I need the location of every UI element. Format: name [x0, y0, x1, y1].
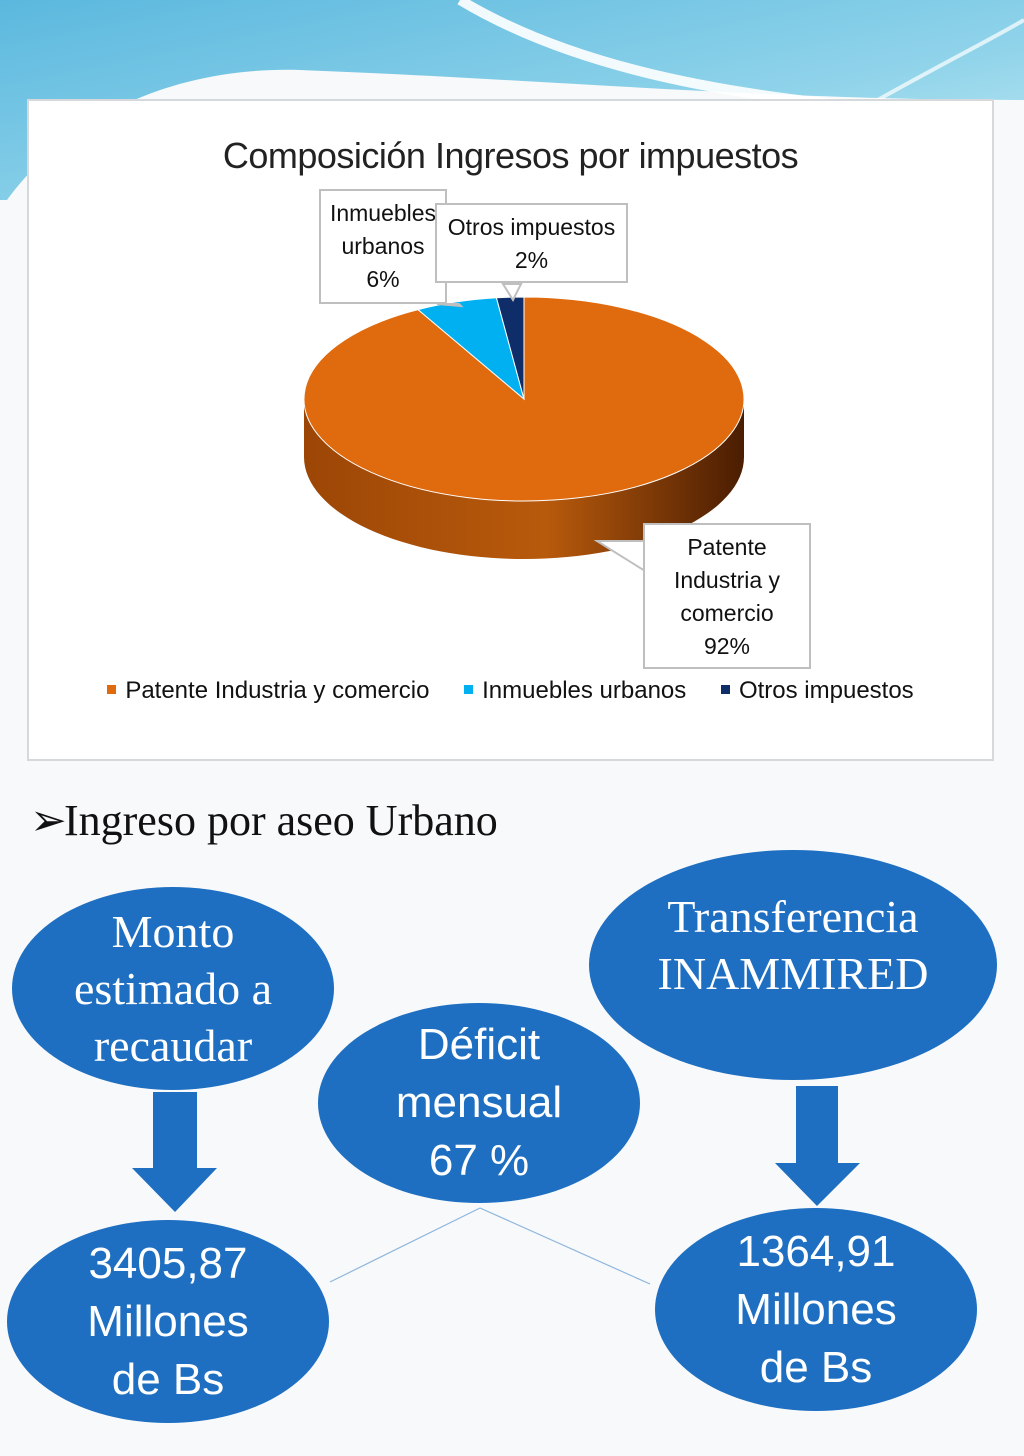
pie-chart: [303, 283, 745, 573]
chart-title: Composición Ingresos por impuestos: [222, 135, 799, 176]
legend-label-inmuebles: Inmuebles urbanos: [482, 677, 687, 704]
node-monto-value-text: 3405,87 Millones de Bs: [87, 1238, 249, 1404]
section-heading-text: Ingreso por aseo Urbano: [64, 796, 498, 845]
leader-otros: [501, 283, 523, 303]
node-monto-estimado: Monto estimado a recaudar: [12, 887, 334, 1090]
legend-label-otros: Otros impuestos: [738, 677, 914, 704]
leader-inmuebles: [436, 303, 464, 308]
data-label-patente-line2: Industria y: [673, 567, 781, 593]
legend-swatch-inmuebles: [464, 685, 474, 695]
data-label-otros-line1: Otros impuestos: [447, 214, 616, 240]
node-transferencia-value-text: 1364,91 Millones de Bs: [735, 1226, 897, 1392]
data-label-patente-line1: Patente: [687, 534, 767, 560]
data-label-patente-value: 92%: [703, 633, 751, 659]
data-label-inmuebles-line2: urbanos: [341, 233, 425, 259]
legend-swatch-otros: [720, 685, 730, 695]
pie-chart-panel: Composición Ingresos por impuestos Inmue…: [27, 99, 994, 761]
down-arrow-left: [132, 1092, 217, 1212]
node-deficit: Déficit mensual 67 %: [318, 1003, 640, 1203]
node-monto-estimado-text: Monto estimado a recaudar: [74, 906, 272, 1071]
leader-patente: [593, 540, 646, 573]
data-label-patente: Patente Industria y comercio 92%: [643, 523, 811, 669]
data-label-otros-value: 2%: [514, 247, 549, 273]
down-arrow-right: [775, 1086, 860, 1206]
node-transferencia-text: Transferencia INAMMIRED: [657, 891, 929, 999]
legend-swatch-patente: [107, 685, 117, 695]
data-label-inmuebles-value: 6%: [366, 266, 400, 292]
pie-side-wall: [304, 399, 744, 559]
data-label-inmuebles-line1: Inmuebles: [329, 200, 437, 226]
data-label-inmuebles: Inmuebles urbanos 6%: [319, 189, 447, 304]
node-transferencia-value: 1364,91 Millones de Bs: [655, 1208, 977, 1411]
connector-line-left: [329, 1207, 481, 1283]
bullet-arrow-icon: ➢: [30, 796, 67, 845]
data-label-patente-line3: comercio: [680, 600, 774, 626]
legend-item-patente: Patente Industria y comercio: [107, 677, 429, 705]
node-transferencia: Transferencia INAMMIRED: [589, 850, 997, 1080]
node-monto-value: 3405,87 Millones de Bs: [7, 1220, 329, 1423]
node-deficit-text: Déficit mensual 67 %: [395, 1020, 563, 1185]
legend-label-patente: Patente Industria y comercio: [125, 677, 430, 704]
connector-line-right: [479, 1207, 651, 1285]
legend-item-inmuebles: Inmuebles urbanos: [464, 677, 686, 705]
section-heading: ➢Ingreso por aseo Urbano: [30, 795, 498, 846]
data-label-otros: Otros impuestos 2%: [435, 203, 628, 283]
legend-item-otros: Otros impuestos: [720, 677, 914, 705]
chart-legend: Patente Industria y comercio Inmuebles u…: [29, 677, 992, 705]
